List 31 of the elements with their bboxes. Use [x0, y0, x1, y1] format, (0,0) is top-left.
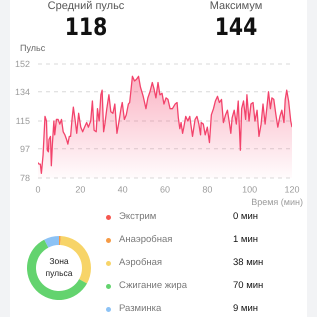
text: Зона пульса	[44, 255, 74, 279]
y-tick-label: 78	[20, 173, 30, 184]
data-label: 38 мин	[233, 256, 264, 270]
x-tick-label: 100	[242, 184, 258, 194]
text: Максимум	[208, 0, 264, 13]
y-tick-label: 97	[20, 144, 30, 154]
x-axis-title: Время (мин)	[251, 197, 303, 207]
donut-slice	[44, 236, 59, 248]
data-label: 70 мин	[233, 279, 264, 293]
text: 144	[214, 13, 258, 41]
y-tick-label: 152	[14, 59, 30, 70]
data-label: 1 мин	[233, 233, 258, 247]
y-tick-label: 134	[14, 86, 30, 97]
legend-label: Анаэробная	[119, 233, 172, 247]
donut-slice	[27, 240, 87, 300]
x-tick-label: 0	[35, 184, 41, 194]
x-tick-label: 60	[160, 184, 170, 194]
legend-label: Разминка	[119, 302, 162, 316]
legend-label: Аэробная	[119, 256, 162, 270]
text: 0 мин	[233, 211, 258, 222]
y-tick-label: 115	[16, 116, 30, 126]
data-label: 9 мин	[233, 302, 258, 316]
y-axis-title: Пульс	[20, 43, 46, 53]
x-tick-label: 120	[284, 184, 300, 194]
legend-label: Экстрим	[119, 210, 156, 224]
text: 118	[64, 13, 108, 41]
x-tick-label: 40	[118, 184, 128, 194]
x-tick-label: 20	[75, 184, 86, 194]
text: Средний пульс	[46, 0, 126, 13]
legend-label: Сжигание жира	[119, 279, 187, 293]
x-tick-label: 80	[202, 184, 212, 194]
